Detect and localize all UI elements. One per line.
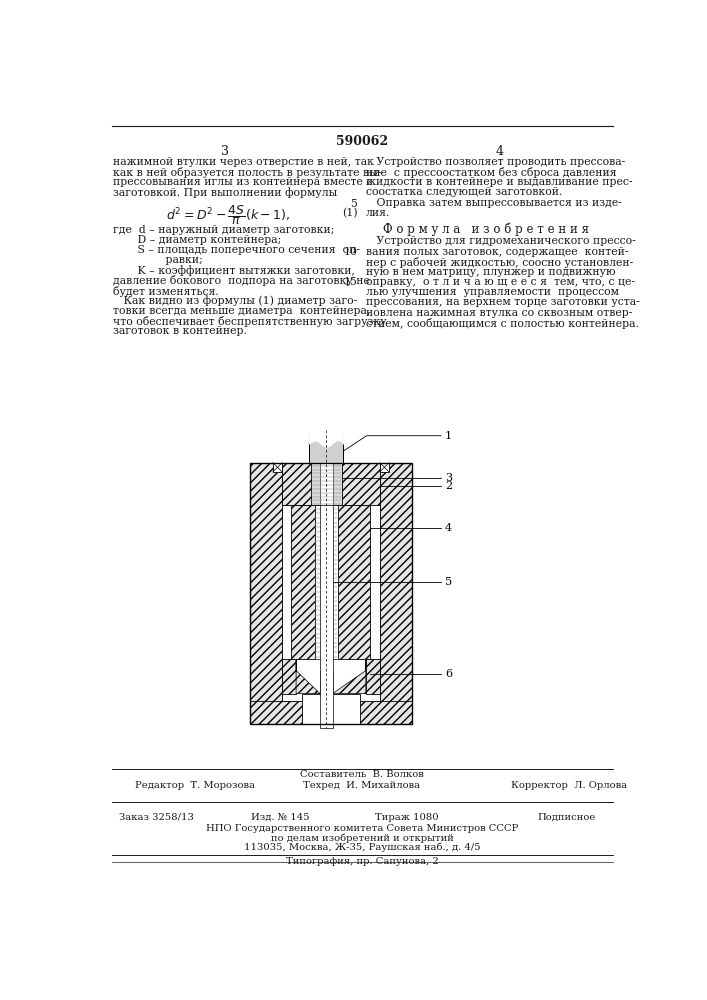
Bar xyxy=(366,659,380,694)
Bar xyxy=(250,701,412,724)
Bar xyxy=(273,463,282,472)
Bar xyxy=(282,463,380,701)
Polygon shape xyxy=(296,659,320,694)
Text: ние  с прессоостатком без сброса давления: ние с прессоостатком без сброса давления xyxy=(366,167,617,178)
Bar xyxy=(282,463,312,505)
Text: Ф о р м у л а   и з о б р е т е н и я: Ф о р м у л а и з о б р е т е н и я xyxy=(382,223,588,236)
Polygon shape xyxy=(332,659,366,694)
Bar xyxy=(320,671,332,694)
Bar xyxy=(320,463,332,505)
Bar xyxy=(291,505,315,659)
Text: заготовкой. При выполнении формулы: заготовкой. При выполнении формулы xyxy=(113,187,337,198)
Bar xyxy=(282,463,312,505)
Text: оправку,  о т л и ч а ю щ е е с я  тем, что, с це-: оправку, о т л и ч а ю щ е е с я тем, чт… xyxy=(366,277,635,287)
Bar xyxy=(250,463,282,724)
Text: Подписное: Подписное xyxy=(538,813,596,822)
Bar xyxy=(340,463,380,505)
Text: 15: 15 xyxy=(344,277,357,287)
Bar xyxy=(338,505,370,659)
Text: НПО Государственного комитета Совета Министров СССР: НПО Государственного комитета Совета Мин… xyxy=(206,824,518,833)
Text: Типография, пр. Сапунова, 2: Типография, пр. Сапунова, 2 xyxy=(286,857,438,866)
Bar xyxy=(315,505,338,659)
Text: Составитель  В. Волков: Составитель В. Волков xyxy=(300,770,423,779)
Text: жидкости в контейнере и выдавливание прес-: жидкости в контейнере и выдавливание пре… xyxy=(366,177,632,187)
Text: 3: 3 xyxy=(445,473,452,483)
Text: Как видно из формулы (1) диаметр заго-: Как видно из формулы (1) диаметр заго- xyxy=(113,296,358,306)
Text: Заказ 3258/13: Заказ 3258/13 xyxy=(119,813,194,822)
Text: прессования, на верхнем торце заготовки уста-: прессования, на верхнем торце заготовки … xyxy=(366,297,640,307)
Bar xyxy=(309,432,344,463)
Bar xyxy=(282,659,296,694)
Text: 113035, Москва, Ж-35, Раушская наб., д. 4/5: 113035, Москва, Ж-35, Раушская наб., д. … xyxy=(244,842,480,852)
Text: лия.: лия. xyxy=(366,208,390,218)
Text: 3: 3 xyxy=(221,145,229,158)
Text: 10: 10 xyxy=(344,247,357,257)
Text: $d^2 = D^2 - \dfrac{4S}{\pi}(k-1),$: $d^2 = D^2 - \dfrac{4S}{\pi}(k-1),$ xyxy=(166,203,291,227)
Text: Устройство для гидромеханического прессо-: Устройство для гидромеханического прессо… xyxy=(366,236,636,246)
Text: Тираж 1080: Тираж 1080 xyxy=(375,813,439,822)
Text: будет изменяться.: будет изменяться. xyxy=(113,286,219,297)
Text: Корректор  Л. Орлова: Корректор Л. Орлова xyxy=(511,781,627,790)
Text: (1): (1) xyxy=(343,208,358,218)
Text: равки;: равки; xyxy=(113,255,203,265)
Text: как в ней образуется полость в результате вы-: как в ней образуется полость в результат… xyxy=(113,167,382,178)
Text: S – площадь поперечного сечения  оп-: S – площадь поперечного сечения оп- xyxy=(113,245,360,255)
Text: лью улучшения  управляемости  процессом: лью улучшения управляемости процессом xyxy=(366,287,619,297)
Text: Техред  И. Михайлова: Техред И. Михайлова xyxy=(303,781,421,790)
Text: Редактор  Т. Морозова: Редактор Т. Морозова xyxy=(135,781,255,790)
Text: вания полых заготовок, содержащее  контей-: вания полых заготовок, содержащее контей… xyxy=(366,247,629,257)
Text: нажимной втулки через отверстие в ней, так: нажимной втулки через отверстие в ней, т… xyxy=(113,157,374,167)
Text: D – диаметр контейнера;: D – диаметр контейнера; xyxy=(113,235,281,245)
Text: что обеспечивает беспрепятственную загрузку: что обеспечивает беспрепятственную загру… xyxy=(113,316,387,327)
Bar xyxy=(311,463,341,505)
Text: прессовывания иглы из контейнера вместе с: прессовывания иглы из контейнера вместе … xyxy=(113,177,373,187)
Text: 590062: 590062 xyxy=(336,135,388,148)
Text: ную в нем матрицу, плунжер и подвижную: ную в нем матрицу, плунжер и подвижную xyxy=(366,267,615,277)
Text: K – коэффициент вытяжки заготовки,: K – коэффициент вытяжки заготовки, xyxy=(113,265,355,276)
Text: заготовок в контейнер.: заготовок в контейнер. xyxy=(113,326,247,336)
Text: 6: 6 xyxy=(445,669,452,679)
Text: Устройство позволяет проводить прессова-: Устройство позволяет проводить прессова- xyxy=(366,157,625,167)
Text: 4: 4 xyxy=(445,523,452,533)
Bar xyxy=(380,463,389,472)
Text: стием, сообщающимся с полостью контейнера.: стием, сообщающимся с полостью контейнер… xyxy=(366,318,638,329)
Text: 1: 1 xyxy=(445,431,452,441)
Text: по делам изобретений и открытий: по делам изобретений и открытий xyxy=(271,833,453,843)
Text: Оправка затем выпрессовывается из изде-: Оправка затем выпрессовывается из изде- xyxy=(366,198,621,208)
Text: где  d – наружный диаметр заготовки;: где d – наружный диаметр заготовки; xyxy=(113,225,334,235)
Text: товки всегда меньше диаметра  контейнера,: товки всегда меньше диаметра контейнера, xyxy=(113,306,370,316)
Bar xyxy=(320,505,332,728)
Bar xyxy=(250,463,412,724)
Text: Изд. № 145: Изд. № 145 xyxy=(251,813,310,822)
Bar xyxy=(380,463,412,724)
Text: давление бокового  подпора на заготовку не: давление бокового подпора на заготовку н… xyxy=(113,275,370,286)
Text: 2: 2 xyxy=(445,481,452,491)
Text: 5: 5 xyxy=(445,577,452,587)
Text: 4: 4 xyxy=(495,145,503,158)
Text: 5: 5 xyxy=(351,199,357,209)
Text: соостатка следующей заготовкой.: соостатка следующей заготовкой. xyxy=(366,187,562,197)
Text: нер с рабочей жидкостью, соосно установлен-: нер с рабочей жидкостью, соосно установл… xyxy=(366,257,633,268)
Text: новлена нажимная втулка со сквозным отвер-: новлена нажимная втулка со сквозным отве… xyxy=(366,308,632,318)
Bar xyxy=(301,694,361,724)
